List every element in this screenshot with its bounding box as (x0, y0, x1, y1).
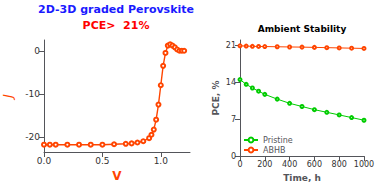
svg-text:Time, h: Time, h (283, 173, 321, 183)
svg-text:V: V (112, 169, 122, 183)
svg-text:Pristine: Pristine (263, 136, 293, 145)
svg-text:0.5: 0.5 (95, 156, 109, 166)
svg-text:1.0: 1.0 (154, 156, 169, 166)
svg-text:2D-3D graded Perovskite: 2D-3D graded Perovskite (38, 3, 194, 16)
svg-text:0: 0 (231, 152, 236, 161)
svg-text:0.0: 0.0 (37, 156, 52, 166)
svg-text:ABHB: ABHB (263, 146, 285, 155)
svg-text:J: J (0, 94, 15, 101)
svg-text:Ambient Stability: Ambient Stability (258, 24, 347, 34)
svg-text:-10: -10 (25, 89, 40, 99)
svg-text:7: 7 (231, 115, 236, 124)
svg-text:0: 0 (34, 46, 40, 56)
svg-text:PCE> 21%: PCE> 21% (83, 19, 150, 32)
svg-text:600: 600 (307, 160, 322, 169)
svg-text:14: 14 (226, 78, 236, 87)
svg-text:200: 200 (257, 160, 272, 169)
svg-text:800: 800 (332, 160, 347, 169)
svg-text:-20: -20 (25, 132, 40, 142)
svg-text:400: 400 (282, 160, 297, 169)
svg-text:21: 21 (226, 41, 236, 50)
svg-text:1000: 1000 (354, 160, 374, 169)
svg-text:PCE, %: PCE, % (211, 81, 221, 116)
svg-text:0: 0 (237, 160, 242, 169)
